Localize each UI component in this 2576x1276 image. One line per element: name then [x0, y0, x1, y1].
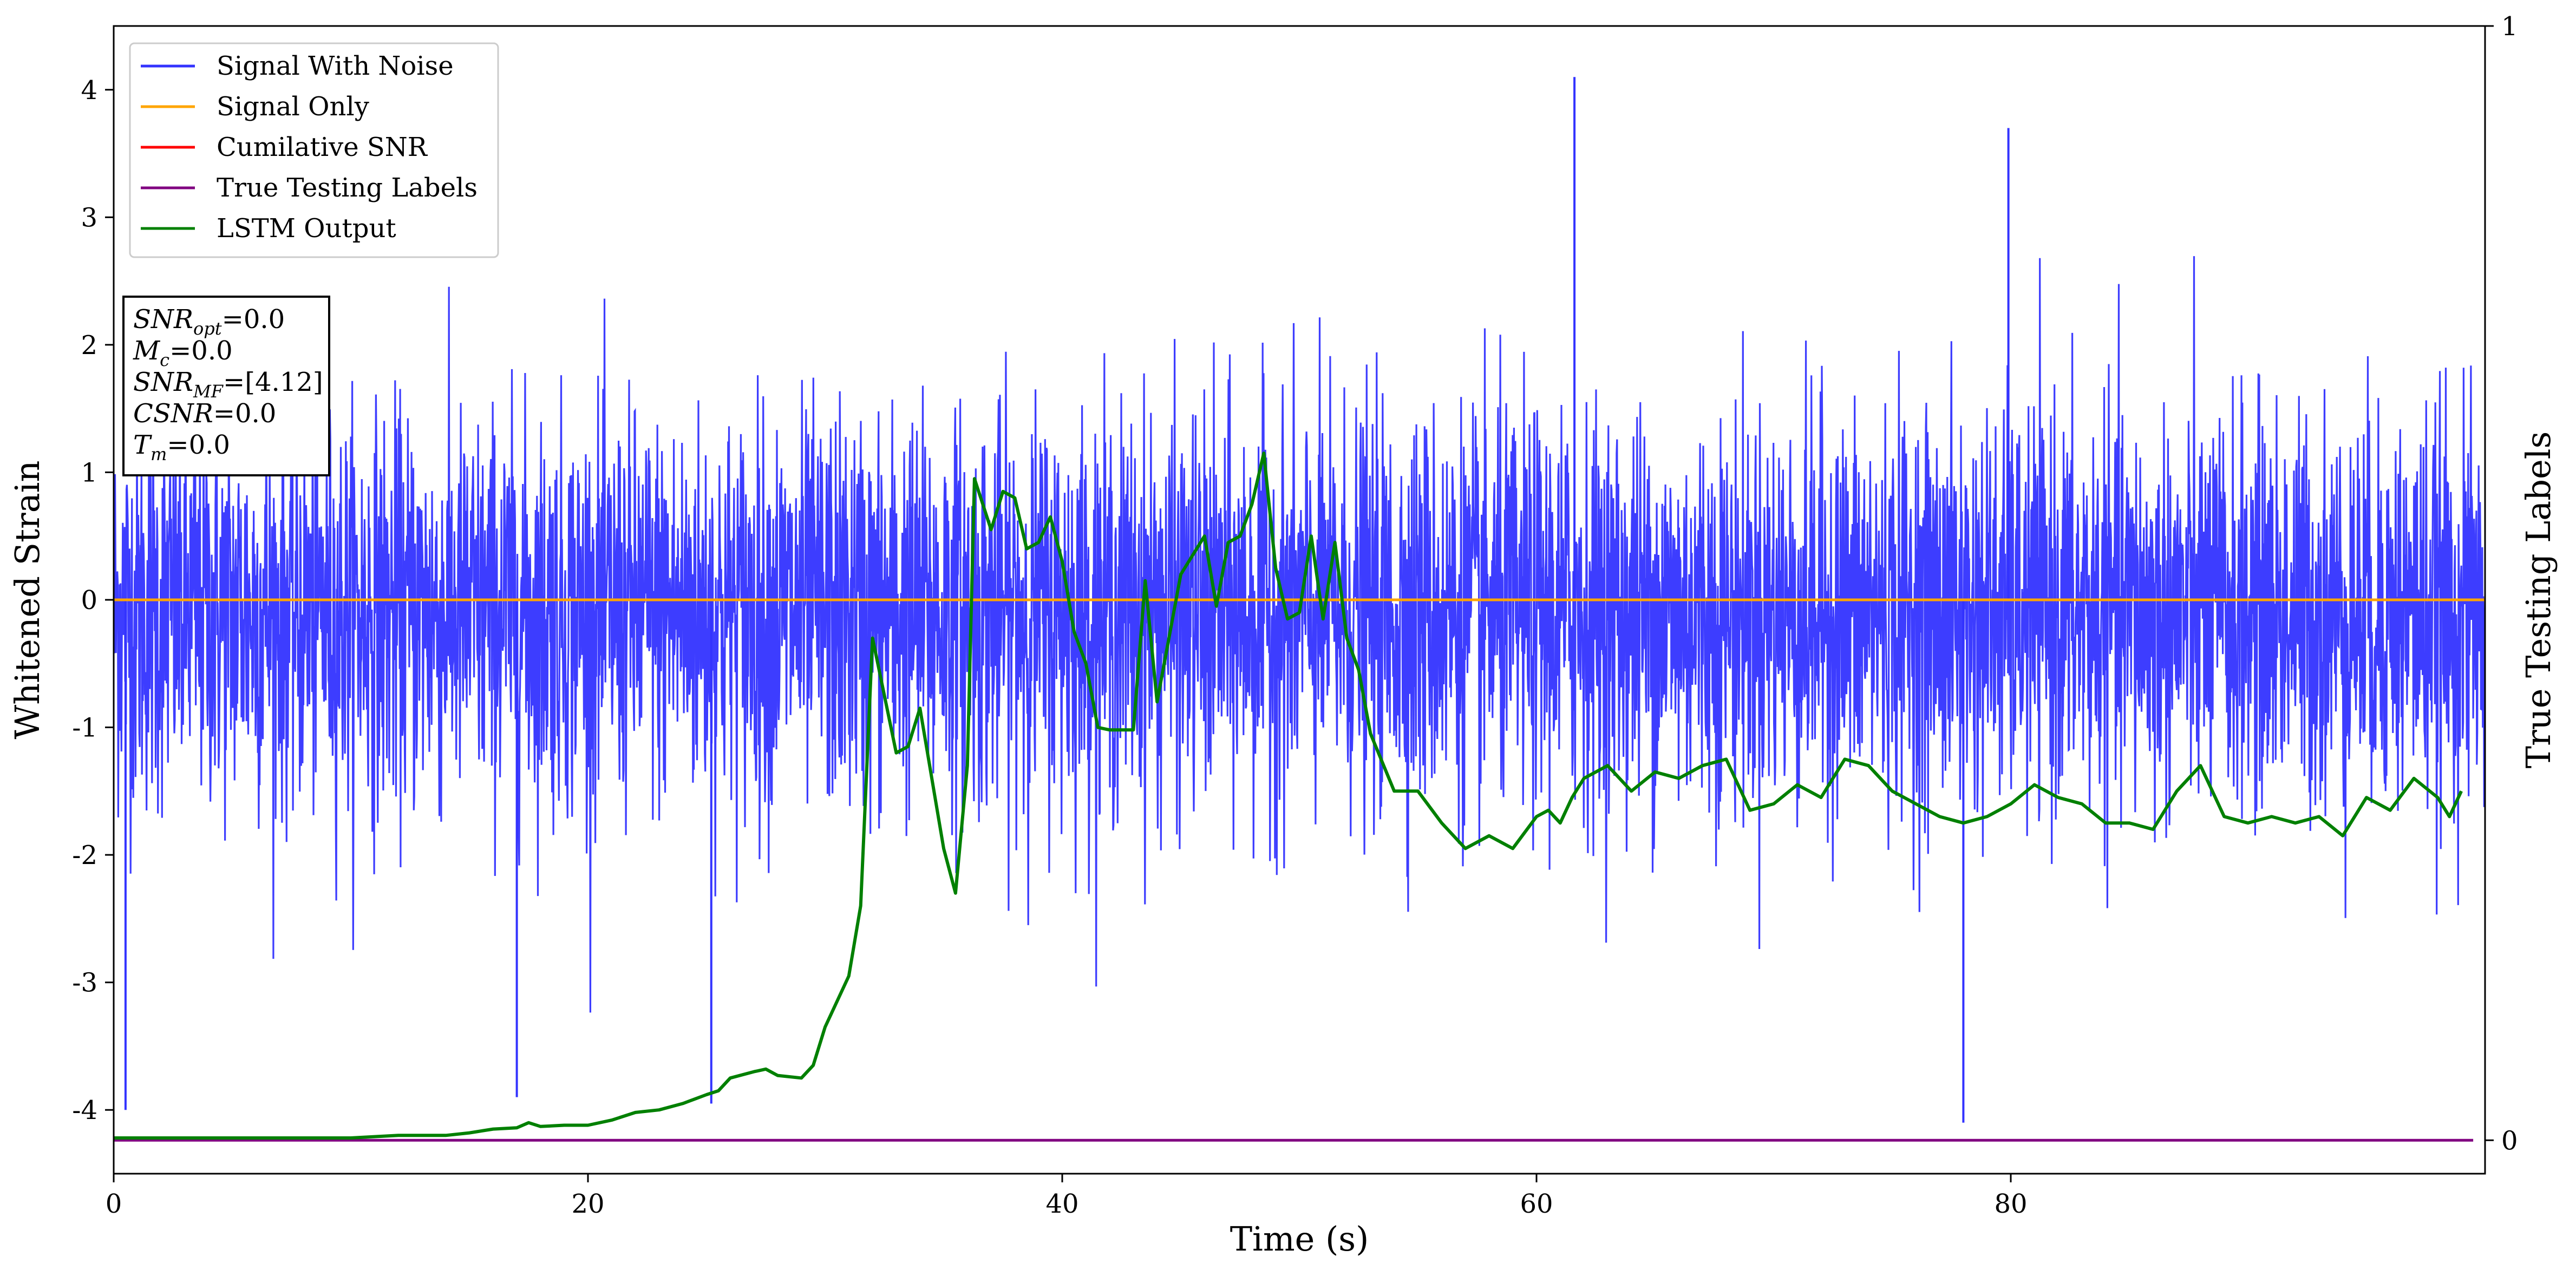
x-tick-label: 60 — [1520, 1189, 1553, 1219]
y2-tick-label: 0 — [2501, 1126, 2518, 1156]
info-value: 0.0 — [244, 304, 285, 335]
info-line: SNRMF=[4.12] — [133, 367, 323, 402]
info-equals: = — [223, 367, 245, 397]
info-box: SNRopt=0.0Mc=0.0SNRMF=[4.12]CSNR=0.0Tm=0… — [122, 296, 330, 476]
info-subscript: m — [151, 444, 167, 464]
legend-box — [129, 42, 499, 258]
info-symbol: M — [133, 336, 161, 366]
info-box-frame — [122, 296, 330, 476]
info-symbol: SNR — [133, 304, 193, 335]
y-tick-label: 4 — [81, 75, 97, 106]
info-equals: = — [169, 336, 191, 366]
series-signal-with-noise — [114, 256, 2485, 1013]
info-line: CSNR=0.0 — [133, 398, 276, 429]
info-value: 0.0 — [191, 336, 232, 366]
info-subscript: MF — [193, 381, 224, 402]
info-line: SNRopt=0.0 — [133, 304, 285, 339]
x-tick-label: 40 — [1045, 1189, 1078, 1219]
legend-label: True Testing Labels — [217, 173, 478, 203]
info-symbol: CSNR — [133, 398, 213, 429]
y-tick-label: 2 — [81, 330, 97, 361]
y-tick-label: -3 — [72, 968, 97, 998]
y-tick-label: -2 — [72, 840, 97, 871]
info-value: [4.12] — [245, 367, 323, 397]
x-tick-label: 80 — [1994, 1189, 2027, 1219]
info-line: Mc=0.0 — [133, 336, 233, 370]
series-layer — [114, 77, 2485, 1142]
x-tick-label: 20 — [571, 1189, 604, 1219]
y-tick-label: 1 — [81, 457, 97, 488]
y2-axis-title: True Testing Labels — [2519, 431, 2558, 769]
x-axis-title: Time (s) — [1230, 1219, 1369, 1259]
series-lstm-output — [114, 451, 2463, 1140]
info-subscript: opt — [193, 318, 222, 339]
legend-label: Signal With Noise — [217, 51, 454, 81]
legend-label: Signal Only — [217, 91, 369, 122]
legend: Signal With Noise Signal Only Cumilative S… — [129, 42, 499, 258]
info-equals: = — [213, 398, 235, 429]
y-tick-label: 0 — [81, 585, 97, 616]
x-tick-label: 0 — [106, 1189, 122, 1219]
legend-label: LSTM Output — [217, 213, 396, 244]
info-line: Tm=0.0 — [133, 430, 230, 464]
y2-tick-label: 1 — [2501, 11, 2518, 42]
info-value: 0.0 — [189, 430, 230, 460]
legend-label: Cumilative SNR — [217, 132, 428, 162]
info-equals: = — [222, 304, 244, 335]
info-symbol: T — [133, 430, 152, 460]
info-subscript: c — [160, 350, 169, 370]
y-axis-title: Whitened Strain — [8, 461, 47, 740]
y-tick-label: -4 — [72, 1095, 97, 1126]
info-symbol: SNR — [133, 367, 193, 397]
y-tick-label: 3 — [81, 202, 97, 233]
info-value: 0.0 — [235, 398, 276, 429]
info-equals: = — [167, 430, 188, 460]
y-tick-label: -1 — [72, 713, 97, 743]
